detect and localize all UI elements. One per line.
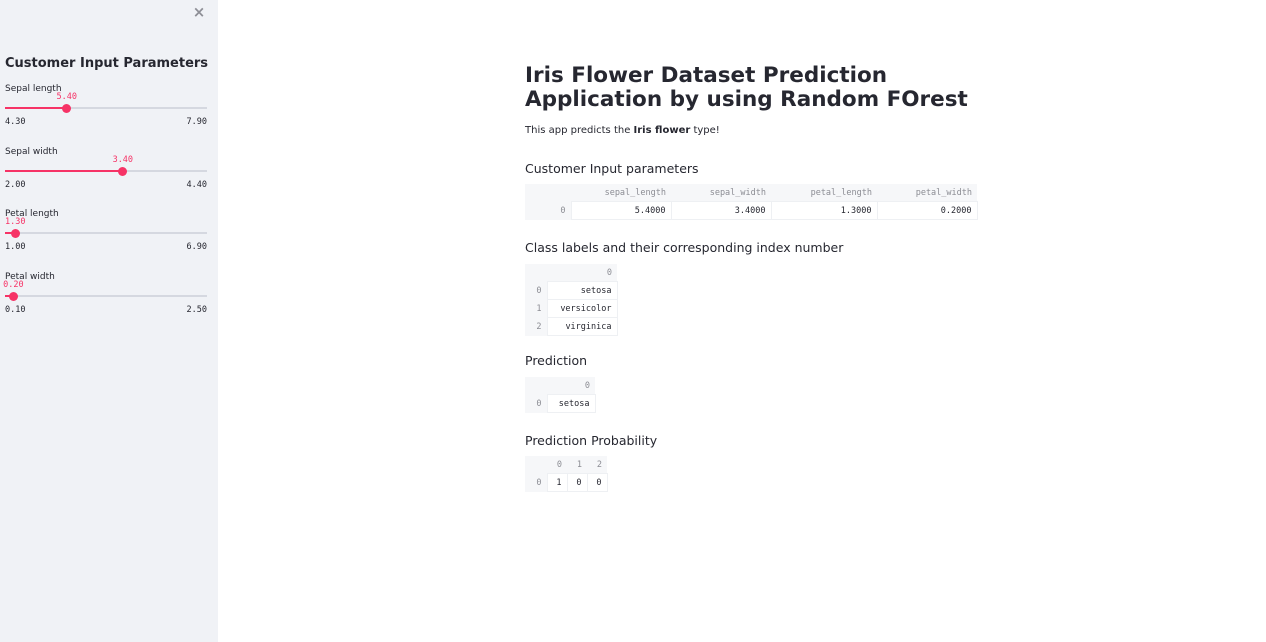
table-cell: 1.3000 bbox=[770, 201, 878, 220]
prediction-heading: Prediction bbox=[525, 353, 588, 368]
row-index: 0 bbox=[525, 201, 571, 220]
table-row: 0 5.4000 3.4000 1.3000 0.2000 bbox=[525, 201, 978, 220]
intro-prefix: This app predicts the bbox=[525, 125, 634, 136]
probability-table: 0 1 2 0 1 0 0 bbox=[525, 456, 608, 492]
slider-min: 1.00 bbox=[5, 242, 26, 252]
row-index: 2 bbox=[525, 317, 547, 336]
probability-heading: Prediction Probability bbox=[525, 433, 658, 448]
intro-suffix: type! bbox=[690, 125, 720, 136]
slider-label: Petal length bbox=[5, 209, 59, 219]
column-header: petal_width bbox=[877, 184, 977, 202]
table-cell: virginica bbox=[546, 317, 618, 336]
slider-thumb[interactable] bbox=[8, 291, 18, 301]
slider-label: Sepal length bbox=[5, 84, 62, 94]
slider-fill bbox=[5, 107, 67, 109]
slider-max: 7.90 bbox=[186, 117, 207, 127]
intro-bold: Iris flower bbox=[633, 125, 691, 136]
slider-sepal-length: Sepal length 5.40 4.30 7.90 bbox=[0, 84, 218, 144]
slider-value: 1.30 bbox=[5, 217, 26, 227]
slider-track[interactable]: 5.40 bbox=[5, 92, 207, 113]
slider-value: 0.20 bbox=[3, 280, 24, 290]
column-header: 2 bbox=[587, 456, 607, 474]
slider-value: 3.40 bbox=[112, 155, 134, 165]
column-header: 0 bbox=[547, 456, 567, 474]
sidebar: × Customer Input Parameters Sepal length… bbox=[0, 0, 218, 642]
table-cell: 1 bbox=[546, 473, 568, 492]
column-header: 1 bbox=[567, 456, 587, 474]
page-title: Iris Flower Dataset Prediction Applicati… bbox=[525, 63, 968, 112]
table-cell: 3.4000 bbox=[670, 201, 772, 220]
column-header: 0 bbox=[547, 264, 617, 282]
slider-min: 2.00 bbox=[5, 180, 26, 190]
prediction-table: 0 0 setosa bbox=[525, 377, 596, 413]
slider-label: Sepal width bbox=[5, 147, 58, 157]
table-cell: 0 bbox=[586, 473, 608, 492]
table-row: 0 setosa bbox=[525, 394, 596, 413]
input-params-heading: Customer Input parameters bbox=[525, 161, 699, 176]
class-labels-heading: Class labels and their corresponding ind… bbox=[525, 240, 844, 255]
column-header: 0 bbox=[547, 377, 595, 395]
column-header: sepal_length bbox=[571, 184, 671, 202]
row-index: 0 bbox=[525, 473, 547, 492]
slider-track[interactable]: 1.30 bbox=[5, 217, 207, 238]
table-row: 0 setosa bbox=[525, 281, 618, 300]
slider-track[interactable]: 0.20 bbox=[3, 280, 207, 301]
close-icon[interactable]: × bbox=[192, 3, 206, 21]
index-header bbox=[525, 377, 547, 395]
slider-thumb[interactable] bbox=[118, 166, 128, 176]
slider-sepal-width: Sepal width 3.40 2.00 4.40 bbox=[0, 147, 218, 207]
slider-max: 2.50 bbox=[186, 305, 207, 315]
table-row: 2 virginica bbox=[525, 317, 618, 336]
slider-petal-width: Petal width 0.20 0.10 2.50 bbox=[0, 272, 218, 332]
table-cell: 0 bbox=[566, 473, 588, 492]
slider-thumb[interactable] bbox=[10, 228, 20, 238]
table-cell: 0.2000 bbox=[876, 201, 978, 220]
slider-min: 0.10 bbox=[5, 305, 26, 315]
index-header bbox=[525, 264, 547, 282]
slider-fill bbox=[5, 170, 123, 172]
table-cell: versicolor bbox=[546, 299, 618, 318]
slider-min: 4.30 bbox=[5, 117, 26, 127]
row-index: 1 bbox=[525, 299, 547, 318]
table-cell: setosa bbox=[546, 394, 596, 413]
intro-text: This app predicts the Iris flower type! bbox=[525, 125, 720, 136]
input-params-table: sepal_length sepal_width petal_length pe… bbox=[525, 184, 978, 220]
index-header bbox=[525, 184, 571, 202]
sidebar-title: Customer Input Parameters bbox=[5, 56, 209, 71]
slider-label: Petal width bbox=[5, 272, 55, 282]
table-row: 1 versicolor bbox=[525, 299, 618, 318]
row-index: 0 bbox=[525, 281, 547, 300]
slider-thumb[interactable] bbox=[62, 103, 72, 113]
slider-petal-length: Petal length 1.30 1.00 6.90 bbox=[0, 209, 218, 269]
table-row: 0 1 0 0 bbox=[525, 473, 608, 492]
class-labels-table: 0 0 setosa 1 versicolor 2 virginica bbox=[525, 264, 618, 336]
slider-value: 5.40 bbox=[56, 92, 77, 102]
table-cell: 5.4000 bbox=[570, 201, 672, 220]
slider-max: 4.40 bbox=[186, 180, 207, 190]
slider-track[interactable]: 3.40 bbox=[5, 155, 207, 176]
slider-fill bbox=[5, 232, 16, 234]
column-header: petal_length bbox=[771, 184, 877, 202]
table-cell: setosa bbox=[546, 281, 618, 300]
row-index: 0 bbox=[525, 394, 547, 413]
index-header bbox=[525, 456, 547, 474]
slider-max: 6.90 bbox=[186, 242, 207, 252]
column-header: sepal_width bbox=[671, 184, 771, 202]
